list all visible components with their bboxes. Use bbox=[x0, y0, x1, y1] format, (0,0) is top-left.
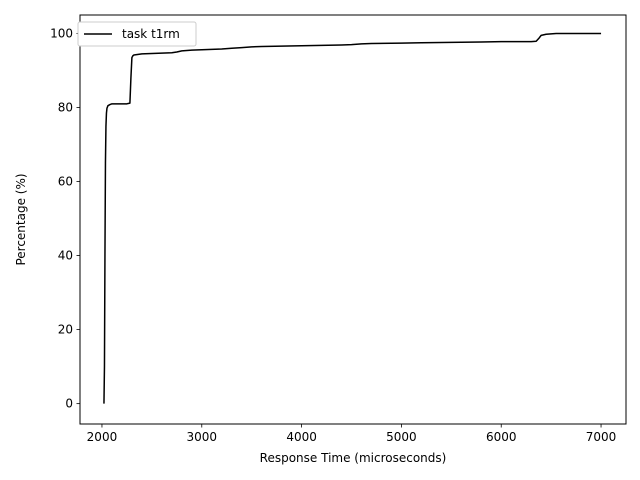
y-tick-label: 100 bbox=[50, 27, 73, 41]
x-tick-label: 3000 bbox=[187, 430, 218, 444]
axes-frame bbox=[79, 14, 627, 425]
x-axis-ticks: 2000 3000 4000 5000 6000 7000 bbox=[87, 424, 617, 444]
y-tick-label: 60 bbox=[58, 175, 73, 189]
x-tick-label: 5000 bbox=[386, 430, 417, 444]
x-tick-label: 6000 bbox=[486, 430, 517, 444]
series-line-task-t1rm bbox=[103, 32, 602, 404]
y-tick-label: 40 bbox=[58, 249, 73, 263]
x-axis-label: Response Time (microseconds) bbox=[260, 451, 447, 465]
legend-box bbox=[77, 21, 197, 47]
y-tick-label: 0 bbox=[65, 397, 73, 411]
y-axis-label: Percentage (%) bbox=[14, 173, 28, 265]
x-tick-label: 4000 bbox=[286, 430, 317, 444]
legend: task t1rm bbox=[77, 21, 197, 47]
x-tick-label: 7000 bbox=[586, 430, 617, 444]
y-tick-label: 20 bbox=[58, 323, 73, 337]
x-tick-label: 2000 bbox=[87, 430, 118, 444]
y-axis-ticks: 0 20 40 60 80 100 bbox=[50, 27, 80, 411]
legend-label-task-t1rm: task t1rm bbox=[122, 27, 180, 41]
y-tick-label: 80 bbox=[58, 101, 73, 115]
plot-area bbox=[103, 32, 602, 404]
